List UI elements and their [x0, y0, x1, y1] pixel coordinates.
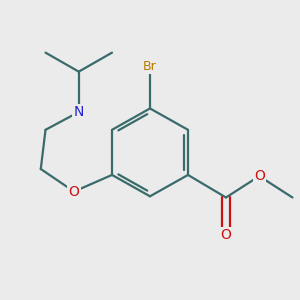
- Text: O: O: [69, 184, 80, 199]
- Text: Br: Br: [143, 60, 157, 74]
- Text: O: O: [254, 169, 265, 183]
- Text: O: O: [220, 229, 231, 242]
- Text: N: N: [74, 105, 84, 119]
